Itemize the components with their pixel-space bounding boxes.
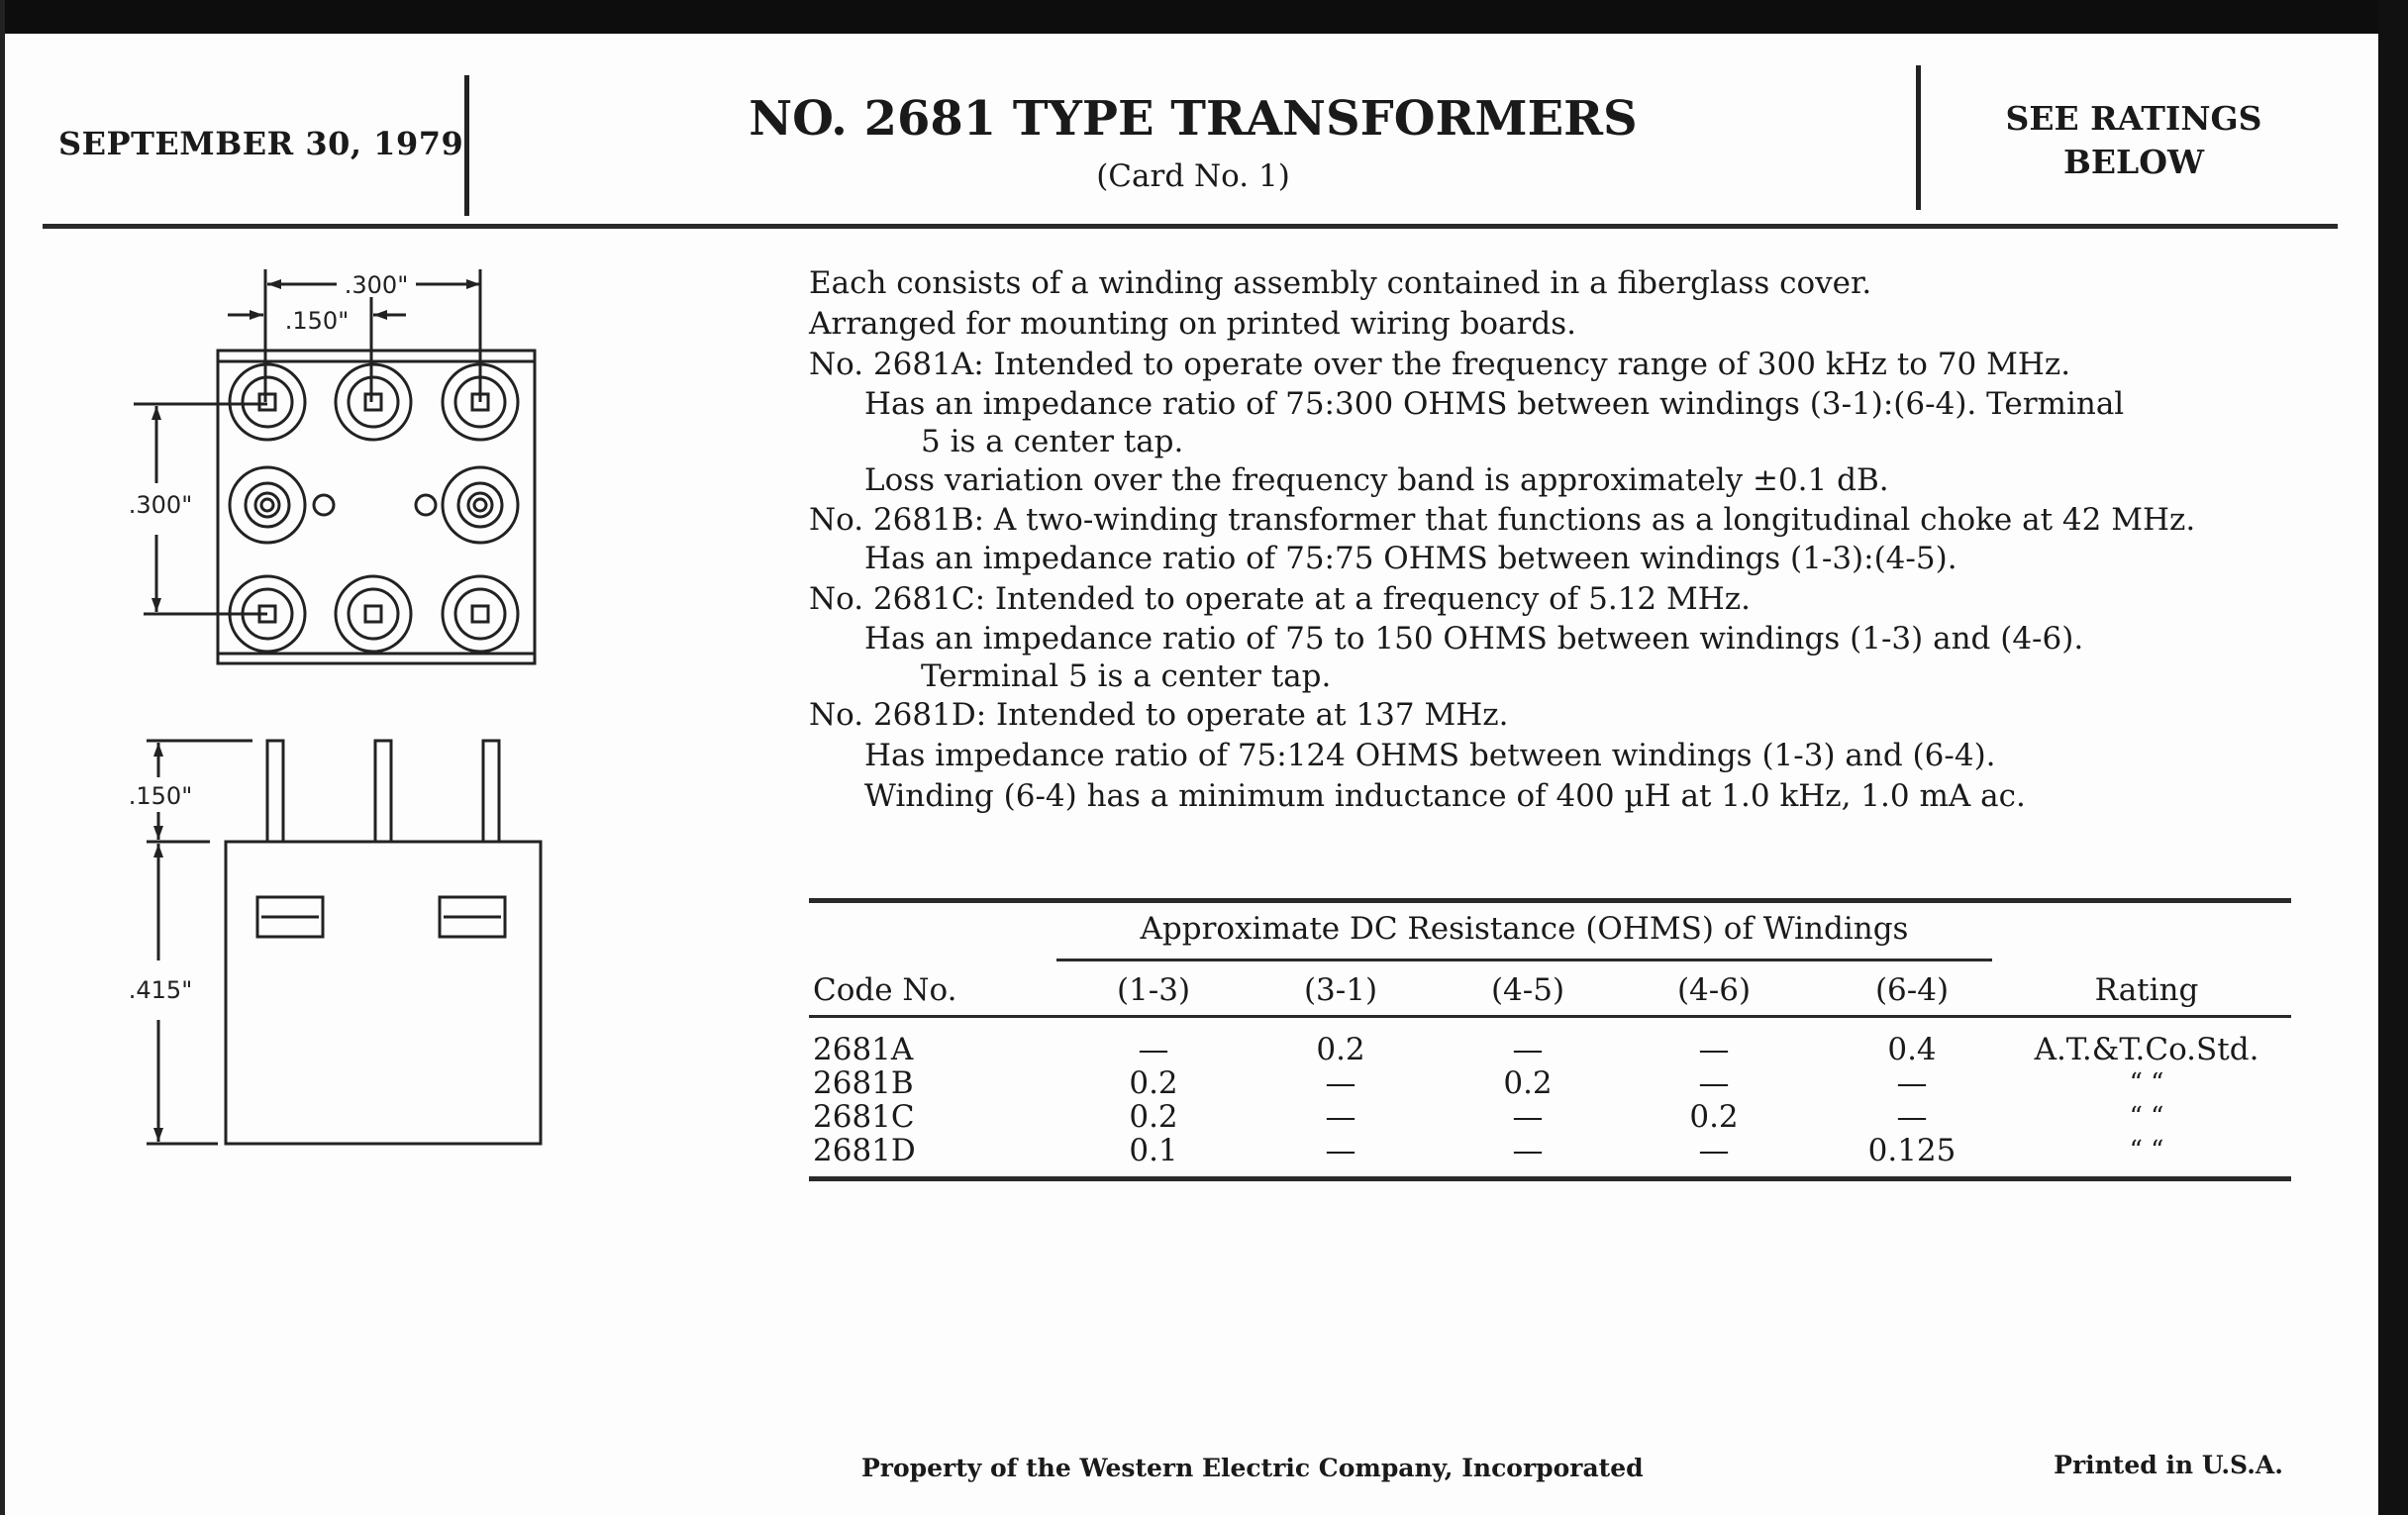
- resistance-cell: —: [1698, 1065, 1730, 1101]
- table-row: 2681D 0.1 — — — 0.125 “ “: [809, 1134, 2291, 1167]
- desc-line: Has impedance ratio of 75:124 OHMS betwe…: [864, 738, 1996, 773]
- desc-line: Has an impedance ratio of 75:300 OHMS be…: [864, 386, 2125, 459]
- side-view-outline: [224, 840, 543, 1146]
- rating-cell: A.T.&T.Co.Std.: [2034, 1032, 2259, 1067]
- desc-2681a: No. 2681A: Intended to operate over the …: [809, 347, 2071, 382]
- dim-top-height: .300": [129, 491, 192, 519]
- ratings-note: SEE RATINGS BELOW: [1931, 97, 2337, 184]
- col-header: Rating: [2094, 972, 2199, 1008]
- header-divider-left: [464, 75, 469, 216]
- scan-border-left: [0, 0, 5, 1515]
- transformer-dimension-drawing: .300" .150" .300" .150" .415": [129, 269, 543, 1146]
- resistance-cell: 0.2: [1129, 1099, 1178, 1135]
- scan-border-top: [0, 0, 2408, 34]
- table-bottom-rule: [809, 1176, 2291, 1181]
- resistance-cell: —: [1512, 1133, 1544, 1168]
- resistance-cell: —: [1896, 1065, 1928, 1101]
- table-header-rule: [809, 1015, 2291, 1018]
- desc-2681b: No. 2681B: A two-winding transformer tha…: [809, 502, 2196, 538]
- page-subtitle: (Card No. 1): [1096, 158, 1290, 194]
- resistance-cell: —: [1512, 1099, 1544, 1135]
- desc-line: Arranged for mounting on printed wiring …: [809, 306, 1576, 342]
- resistance-cell: 0.2: [1129, 1065, 1178, 1101]
- resistance-cell: 0.2: [1689, 1099, 1739, 1135]
- col-header: (4-5): [1490, 972, 1565, 1008]
- col-header: (1-3): [1116, 972, 1191, 1008]
- header-rule: [43, 224, 2338, 229]
- resistance-cell: —: [1896, 1099, 1928, 1135]
- table-group-header: Approximate DC Resistance (OHMS) of Wind…: [1140, 911, 1909, 947]
- rating-cell: “ “: [2129, 1068, 2164, 1098]
- col-header: (3-1): [1303, 972, 1378, 1008]
- terminal-circles: [228, 362, 520, 654]
- col-header: Code No.: [813, 972, 957, 1008]
- dim-top-offset: .150": [285, 307, 349, 335]
- desc-2681c: No. 2681C: Intended to operate at a freq…: [809, 581, 1751, 617]
- header-divider-right: [1916, 65, 1921, 210]
- table-row: 2681A — 0.2 — — 0.4 A.T.&T.Co.Std.: [809, 1033, 2291, 1066]
- rating-cell: “ “: [2129, 1102, 2164, 1132]
- table-top-rule: [809, 898, 2291, 903]
- ratings-note-line2: BELOW: [2062, 143, 2205, 181]
- table-header-row: Code No. (1-3) (3-1) (4-5) (4-6) (6-4) R…: [809, 972, 2291, 1012]
- code-cell: 2681A: [813, 1032, 914, 1067]
- rating-cell: “ “: [2129, 1136, 2164, 1165]
- resistance-cell: —: [1325, 1099, 1356, 1135]
- desc-2681d: No. 2681D: Intended to operate at 137 MH…: [809, 697, 1509, 733]
- desc-line: Each consists of a winding assembly cont…: [809, 265, 1872, 301]
- table-row: 2681B 0.2 — 0.2 — — “ “: [809, 1066, 2291, 1100]
- resistance-cell: 0.2: [1503, 1065, 1553, 1101]
- resistance-cell: —: [1325, 1065, 1356, 1101]
- desc-line: Has an impedance ratio of 75 to 150 OHMS…: [864, 621, 2084, 694]
- table-group-rule: [1056, 959, 1992, 961]
- code-cell: 2681D: [813, 1133, 916, 1168]
- dim-top-width: .300": [345, 271, 408, 299]
- scan-border-right: [2378, 0, 2408, 1515]
- page-title: NO. 2681 TYPE TRANSFORMERS: [749, 91, 1638, 147]
- desc-line: Has an impedance ratio of 75:75 OHMS bet…: [864, 541, 1957, 576]
- desc-line: Winding (6-4) has a minimum inductance o…: [864, 778, 2026, 814]
- resistance-cell: —: [1138, 1032, 1169, 1067]
- resistance-cell: —: [1698, 1032, 1730, 1067]
- col-header: (6-4): [1874, 972, 1950, 1008]
- footer-property: Property of the Western Electric Company…: [861, 1454, 1644, 1482]
- table-row: 2681C 0.2 — — 0.2 — “ “: [809, 1100, 2291, 1134]
- resistance-cell: 0.2: [1316, 1032, 1365, 1067]
- resistance-cell: 0.125: [1867, 1133, 1956, 1168]
- dim-pin-length: .150": [129, 782, 192, 810]
- ratings-note-line1: SEE RATINGS: [2005, 99, 2262, 138]
- resistance-cell: 0.1: [1129, 1133, 1178, 1168]
- code-cell: 2681C: [813, 1099, 915, 1135]
- col-header: (4-6): [1676, 972, 1752, 1008]
- resistance-cell: —: [1698, 1133, 1730, 1168]
- resistance-cell: —: [1325, 1133, 1356, 1168]
- top-view-outline: [216, 349, 537, 665]
- dim-body-height: .415": [129, 976, 192, 1004]
- card-date: SEPTEMBER 30, 1979: [58, 125, 464, 162]
- description: Each consists of a winding assembly cont…: [809, 263, 2291, 817]
- code-cell: 2681B: [813, 1065, 914, 1101]
- resistance-cell: 0.4: [1887, 1032, 1937, 1067]
- desc-line: Loss variation over the frequency band i…: [864, 462, 1889, 498]
- footer-printed: Printed in U.S.A.: [2054, 1451, 2283, 1479]
- resistance-cell: —: [1512, 1032, 1544, 1067]
